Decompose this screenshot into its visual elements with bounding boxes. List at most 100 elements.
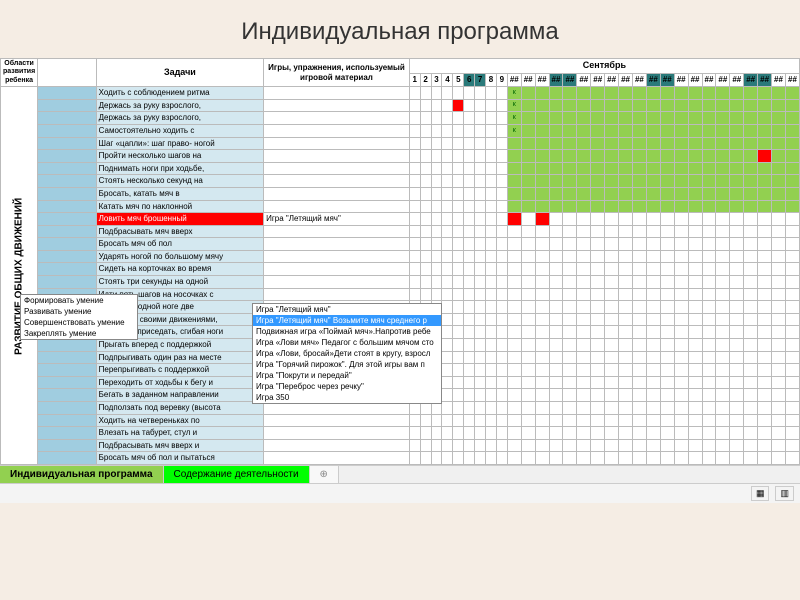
grid-cell[interactable] [496,339,507,352]
grid-cell[interactable] [744,150,758,163]
grid-cell[interactable] [660,439,674,452]
sub-cell[interactable] [38,250,96,263]
grid-cell[interactable] [688,213,702,226]
grid-cell[interactable] [730,200,744,213]
grid-cell[interactable] [674,112,688,125]
grid-cell[interactable] [688,439,702,452]
dropdown-item[interactable]: Формировать умение [21,295,137,306]
grid-cell[interactable] [702,187,716,200]
grid-cell[interactable] [785,402,799,415]
grid-cell[interactable] [716,137,730,150]
grid-cell[interactable] [730,351,744,364]
grid-cell[interactable] [591,225,605,238]
grid-cell[interactable] [591,200,605,213]
grid-cell[interactable] [535,112,549,125]
grid-cell[interactable] [619,225,633,238]
grid-cell[interactable] [464,389,475,402]
grid-cell[interactable] [702,238,716,251]
grid-cell[interactable] [453,439,464,452]
grid-cell[interactable] [521,339,535,352]
grid-cell[interactable] [730,301,744,314]
grid-cell[interactable] [496,175,507,188]
grid-cell[interactable] [744,238,758,251]
sub-cell[interactable] [38,414,96,427]
grid-cell[interactable] [591,213,605,226]
grid-cell[interactable] [772,326,786,339]
grid-cell[interactable] [535,402,549,415]
grid-cell[interactable] [549,238,563,251]
dropdown-item[interactable]: Игра "Горячий пирожок". Для этой игры ва… [253,359,441,370]
grid-cell[interactable] [716,288,730,301]
grid-cell[interactable] [605,200,619,213]
grid-cell[interactable] [549,137,563,150]
grid-cell[interactable] [674,238,688,251]
grid-cell[interactable] [605,439,619,452]
grid-cell[interactable] [535,200,549,213]
grid-cell[interactable] [475,225,486,238]
grid-cell[interactable] [496,276,507,289]
grid-cell[interactable] [431,112,442,125]
grid-cell[interactable] [716,313,730,326]
grid-cell[interactable] [646,389,660,402]
grid-cell[interactable] [535,439,549,452]
grid-cell[interactable] [507,150,521,163]
grid-cell[interactable] [688,376,702,389]
grid-cell[interactable] [591,364,605,377]
grid-cell[interactable] [486,225,497,238]
grid-cell[interactable] [744,162,758,175]
grid-cell[interactable] [716,376,730,389]
grid-cell[interactable] [619,326,633,339]
grid-cell[interactable] [496,150,507,163]
grid-cell[interactable] [716,213,730,226]
grid-cell[interactable] [486,276,497,289]
grid-cell[interactable] [702,276,716,289]
grid-cell[interactable] [442,250,453,263]
grid-cell[interactable] [496,351,507,364]
grid-cell[interactable] [785,150,799,163]
grid-cell[interactable] [507,175,521,188]
grid-cell[interactable] [591,112,605,125]
grid-cell[interactable] [688,427,702,440]
grid-cell[interactable] [632,137,646,150]
grid-cell[interactable] [521,288,535,301]
grid-cell[interactable] [660,276,674,289]
grid-cell[interactable] [535,162,549,175]
task-cell[interactable]: Бегать в заданном направлении [96,389,264,402]
grid-cell[interactable] [464,414,475,427]
grid-cell[interactable] [646,187,660,200]
grid-cell[interactable] [521,162,535,175]
grid-cell[interactable] [475,364,486,377]
grid-cell[interactable] [475,263,486,276]
grid-cell[interactable] [431,238,442,251]
grid-cell[interactable] [702,250,716,263]
grid-cell[interactable] [646,351,660,364]
grid-cell[interactable] [549,99,563,112]
material-cell[interactable] [264,200,410,213]
materials-dropdown[interactable]: Игра "Летящий мяч"Игра "Летящий мяч" Воз… [252,303,442,404]
grid-cell[interactable] [507,351,521,364]
grid-cell[interactable] [409,187,420,200]
grid-cell[interactable] [772,301,786,314]
grid-cell[interactable] [507,339,521,352]
dropdown-item[interactable]: Игра "Переброс через речку" [253,381,441,392]
grid-cell[interactable] [409,112,420,125]
grid-cell[interactable] [521,351,535,364]
grid-cell[interactable] [702,439,716,452]
task-cell[interactable]: Бросать, катать мяч в [96,187,264,200]
view-normal-icon[interactable]: ▦ [751,486,770,501]
material-cell[interactable] [264,175,410,188]
grid-cell[interactable] [660,213,674,226]
grid-cell[interactable] [785,452,799,465]
task-cell[interactable]: Подбрасывать мяч вверх и [96,439,264,452]
grid-cell[interactable]: к [507,87,521,100]
grid-cell[interactable] [785,288,799,301]
grid-cell[interactable] [702,162,716,175]
grid-cell[interactable] [716,87,730,100]
grid-cell[interactable] [702,326,716,339]
grid-cell[interactable] [619,162,633,175]
grid-cell[interactable] [535,288,549,301]
grid-cell[interactable] [758,313,772,326]
grid-cell[interactable] [431,87,442,100]
grid-cell[interactable] [475,150,486,163]
grid-cell[interactable] [464,402,475,415]
